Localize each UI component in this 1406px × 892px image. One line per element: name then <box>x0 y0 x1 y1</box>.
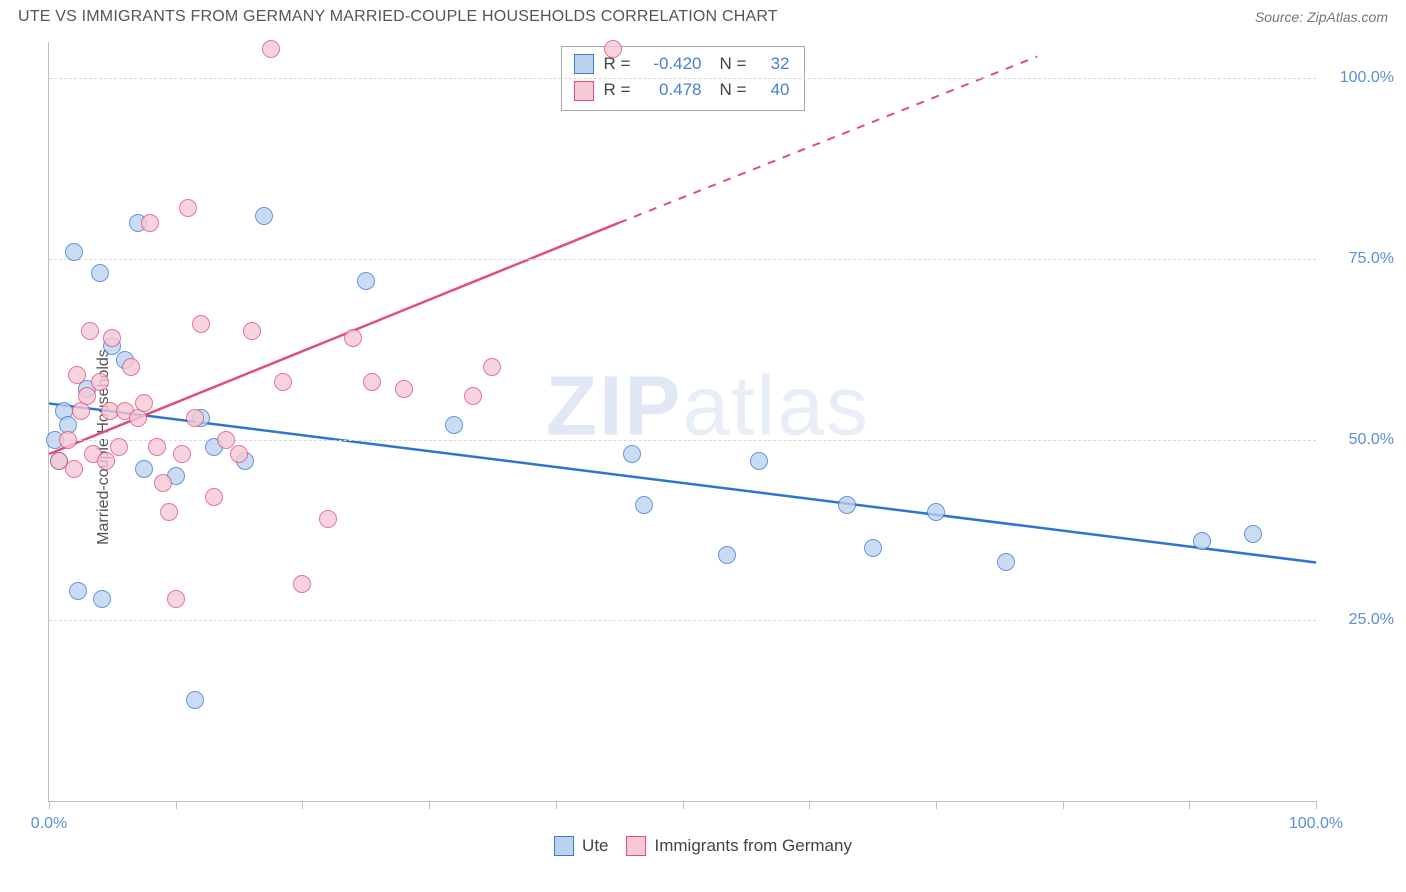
x-tick-label: 0.0% <box>31 815 67 833</box>
scatter-point <box>148 438 166 456</box>
x-tick <box>683 801 684 809</box>
scatter-point <box>274 373 292 391</box>
scatter-point <box>141 214 159 232</box>
scatter-point <box>1244 525 1262 543</box>
legend-n-label: N = <box>720 51 752 77</box>
scatter-point <box>293 575 311 593</box>
scatter-point <box>395 380 413 398</box>
x-tick <box>936 801 937 809</box>
scatter-point <box>230 445 248 463</box>
scatter-point <box>363 373 381 391</box>
legend-swatch <box>627 836 647 856</box>
scatter-point <box>81 322 99 340</box>
scatter-point <box>69 582 87 600</box>
scatter-point <box>154 474 172 492</box>
scatter-point <box>838 496 856 514</box>
legend-series: Ute Immigrants from Germany <box>554 836 852 856</box>
scatter-point <box>173 445 191 463</box>
legend-r-value: 0.478 <box>646 77 702 103</box>
legend-stats-row: R = 0.478 N = 40 <box>574 77 790 103</box>
scatter-point <box>91 373 109 391</box>
scatter-point <box>160 503 178 521</box>
scatter-point <box>997 553 1015 571</box>
y-tick-label: 100.0% <box>1324 69 1394 87</box>
scatter-point <box>65 460 83 478</box>
scatter-point <box>65 243 83 261</box>
scatter-point <box>445 416 463 434</box>
legend-n-value: 40 <box>762 77 790 103</box>
x-tick <box>176 801 177 809</box>
scatter-point <box>68 366 86 384</box>
scatter-point <box>604 40 622 58</box>
chart-title: UTE VS IMMIGRANTS FROM GERMANY MARRIED-C… <box>18 8 778 26</box>
legend-r-label: R = <box>604 77 636 103</box>
scatter-point <box>205 488 223 506</box>
scatter-point <box>186 691 204 709</box>
x-tick <box>1063 801 1064 809</box>
scatter-point <box>91 264 109 282</box>
scatter-point <box>344 329 362 347</box>
gridline <box>49 259 1316 260</box>
scatter-point <box>319 510 337 528</box>
trend-line <box>49 403 1316 562</box>
x-tick <box>49 801 50 809</box>
scatter-point <box>167 590 185 608</box>
gridline <box>49 440 1316 441</box>
x-tick <box>809 801 810 809</box>
legend-item-label: Immigrants from Germany <box>655 836 852 856</box>
scatter-point <box>103 329 121 347</box>
scatter-point <box>864 539 882 557</box>
x-tick-label: 100.0% <box>1289 815 1343 833</box>
source-label: Source: ZipAtlas.com <box>1255 9 1388 25</box>
scatter-point <box>192 315 210 333</box>
legend-n-label: N = <box>720 77 752 103</box>
legend-swatch <box>554 836 574 856</box>
plot-area: ZIPatlas R =-0.420N =32R =0.478N =40 25.… <box>48 42 1316 802</box>
scatter-point <box>97 452 115 470</box>
scatter-point <box>635 496 653 514</box>
legend-r-value: -0.420 <box>646 51 702 77</box>
legend-item-label: Ute <box>582 836 608 856</box>
x-tick <box>302 801 303 809</box>
scatter-point <box>59 431 77 449</box>
legend-item: Ute <box>554 836 608 856</box>
scatter-point <box>135 394 153 412</box>
y-tick-label: 25.0% <box>1324 611 1394 629</box>
x-tick <box>429 801 430 809</box>
x-tick <box>556 801 557 809</box>
legend-n-value: 32 <box>762 51 790 77</box>
trend-lines <box>49 42 1316 801</box>
y-tick-label: 75.0% <box>1324 250 1394 268</box>
legend-item: Immigrants from Germany <box>627 836 852 856</box>
scatter-point <box>927 503 945 521</box>
scatter-point <box>243 322 261 340</box>
scatter-point <box>135 460 153 478</box>
scatter-point <box>1193 532 1211 550</box>
scatter-point <box>262 40 280 58</box>
scatter-point <box>179 199 197 217</box>
y-tick-label: 50.0% <box>1324 431 1394 449</box>
scatter-point <box>255 207 273 225</box>
x-tick <box>1189 801 1190 809</box>
scatter-point <box>357 272 375 290</box>
title-bar: UTE VS IMMIGRANTS FROM GERMANY MARRIED-C… <box>0 0 1406 32</box>
scatter-point <box>623 445 641 463</box>
scatter-point <box>483 358 501 376</box>
scatter-point <box>718 546 736 564</box>
gridline <box>49 620 1316 621</box>
plot-wrapper: Married-couple Households ZIPatlas R =-0… <box>0 32 1406 862</box>
scatter-point <box>750 452 768 470</box>
scatter-point <box>464 387 482 405</box>
scatter-point <box>122 358 140 376</box>
legend-swatch <box>574 54 594 74</box>
x-tick <box>1316 801 1317 809</box>
scatter-point <box>110 438 128 456</box>
gridline <box>49 78 1316 79</box>
legend-swatch <box>574 81 594 101</box>
scatter-point <box>93 590 111 608</box>
scatter-point <box>186 409 204 427</box>
scatter-point <box>78 387 96 405</box>
